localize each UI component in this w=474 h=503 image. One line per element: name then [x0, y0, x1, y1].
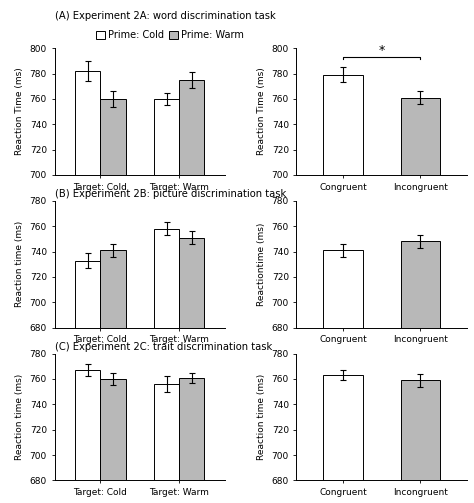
Text: (B) Experiment 2B: picture discrimination task: (B) Experiment 2B: picture discriminatio… — [55, 189, 286, 199]
Bar — [401, 380, 440, 503]
Bar — [154, 99, 179, 503]
Bar — [154, 229, 179, 503]
Y-axis label: Reaction time (ms): Reaction time (ms) — [257, 374, 266, 460]
Bar — [179, 378, 204, 503]
Bar — [100, 250, 126, 503]
Bar — [401, 241, 440, 503]
Bar — [323, 250, 363, 503]
Bar — [323, 375, 363, 503]
Y-axis label: Reaction Time (ms): Reaction Time (ms) — [257, 68, 266, 155]
Bar — [100, 379, 126, 503]
Y-axis label: Reaction Time (ms): Reaction Time (ms) — [15, 68, 24, 155]
Bar — [154, 384, 179, 503]
Y-axis label: Reaction time (ms): Reaction time (ms) — [15, 374, 24, 460]
Bar — [179, 80, 204, 503]
Text: *: * — [379, 44, 385, 57]
Legend: Prime: Cold, Prime: Warm: Prime: Cold, Prime: Warm — [92, 26, 247, 44]
Bar — [75, 261, 100, 503]
Bar — [100, 99, 126, 503]
Bar — [75, 71, 100, 503]
Y-axis label: Reaction time (ms): Reaction time (ms) — [15, 221, 24, 307]
Y-axis label: Reactiontime (ms): Reactiontime (ms) — [257, 223, 266, 306]
Text: (C) Experiment 2C: trait discrimination task: (C) Experiment 2C: trait discrimination … — [55, 342, 272, 352]
Text: (A) Experiment 2A: word discrimination task: (A) Experiment 2A: word discrimination t… — [55, 11, 275, 21]
Bar — [323, 75, 363, 503]
Bar — [75, 370, 100, 503]
Bar — [401, 98, 440, 503]
Bar — [179, 238, 204, 503]
